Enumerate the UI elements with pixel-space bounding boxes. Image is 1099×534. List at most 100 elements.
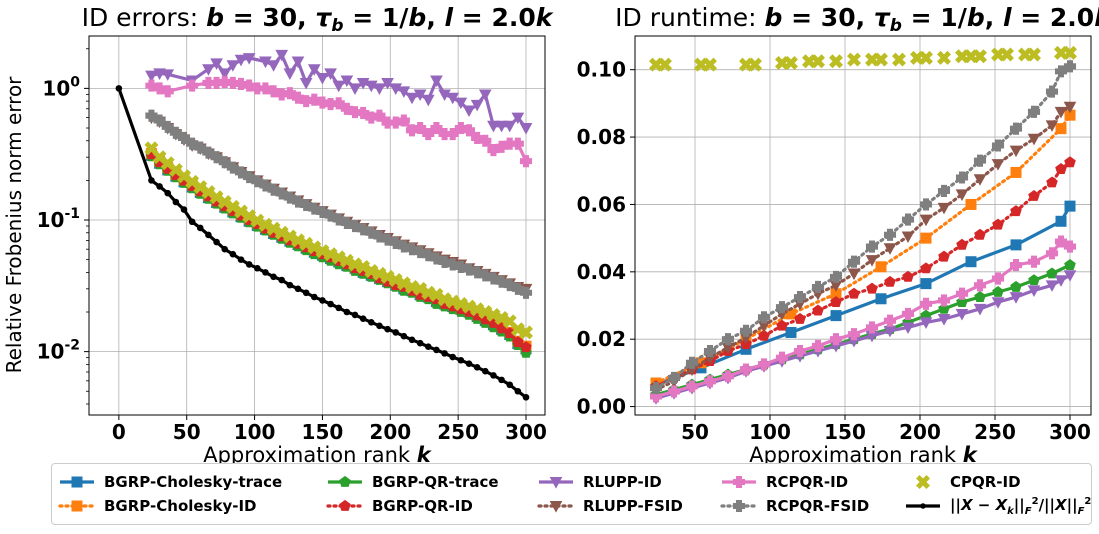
left-data-point	[514, 387, 522, 395]
right-data-point	[1009, 292, 1023, 304]
left-data-point	[234, 204, 248, 219]
right-data-point	[793, 291, 807, 304]
legend-marker	[920, 503, 926, 509]
right-data-point	[992, 286, 1004, 297]
left-data-point	[421, 94, 435, 107]
left-data-point	[479, 134, 492, 147]
left-chart-title: ID errors: b = 30, τb = 1/b, l = 2.0k	[82, 3, 554, 36]
left-data-point	[462, 105, 476, 118]
right-data-point	[965, 198, 977, 210]
left-data-point	[148, 177, 155, 184]
left-series-rlupp-id	[145, 49, 533, 135]
left-data-point	[441, 350, 448, 357]
legend-item-bgrp-qr-id: BGRP-QR-ID	[326, 495, 473, 517]
right-data-point	[829, 280, 843, 292]
right-data-point	[901, 231, 915, 244]
left-data-point	[519, 123, 533, 135]
left-data-point	[519, 286, 533, 299]
right-data-point	[1063, 270, 1077, 282]
legend-marker	[549, 501, 563, 513]
left-data-point	[462, 299, 476, 314]
left-data-point	[359, 315, 367, 322]
legend-swatch	[537, 501, 575, 513]
left-data-point	[115, 85, 123, 92]
left-data-point	[213, 238, 220, 246]
legend-swatch	[916, 475, 930, 489]
right-axes-frame	[634, 35, 1092, 416]
legend-swatch	[326, 499, 364, 511]
legend-swatch	[60, 476, 94, 488]
left-data-point	[506, 381, 514, 389]
right-data-point	[703, 352, 717, 365]
left-data-point	[473, 364, 481, 371]
right-y-tick-label: 0.04	[577, 260, 626, 284]
left-data-point	[315, 244, 330, 259]
right-x-tick-label: 100	[749, 420, 791, 444]
right-data-point	[1045, 85, 1059, 98]
left-data-point	[270, 273, 277, 281]
right-data-point	[956, 238, 968, 250]
left-data-point	[430, 75, 443, 87]
right-data-point	[785, 308, 797, 320]
legend-marker	[339, 475, 351, 487]
left-data-point	[262, 269, 269, 276]
left-data-point	[389, 83, 403, 95]
right-data-point	[1010, 205, 1022, 217]
left-data-point	[449, 353, 457, 361]
left-data-point	[397, 114, 410, 127]
right-series-rlupp-fsid	[649, 101, 1077, 397]
right-data-point	[739, 332, 753, 345]
right-data-point	[811, 288, 825, 301]
right-data-point	[649, 381, 663, 395]
left-data-point	[384, 325, 391, 333]
right-data-point	[667, 371, 681, 384]
right-data-point	[937, 50, 951, 65]
left-data-point	[234, 54, 248, 67]
right-data-point	[829, 340, 843, 353]
legend-swatch	[539, 477, 573, 489]
right-data-point	[1054, 275, 1068, 287]
right-data-point	[830, 288, 842, 300]
left-x-tick-label: 200	[369, 420, 411, 444]
left-x-tick-label: 300	[505, 420, 547, 444]
left-data-point	[351, 311, 359, 319]
right-data-point	[919, 214, 933, 227]
right-data-point	[1027, 255, 1041, 268]
left-data-point	[205, 231, 212, 239]
right-series-line	[655, 239, 1071, 399]
left-data-point	[478, 305, 493, 319]
right-data-point	[1010, 239, 1022, 251]
left-y-tick-label: 10-2	[37, 338, 80, 364]
left-data-point	[294, 285, 302, 293]
legend-marker	[339, 499, 351, 511]
right-data-point	[830, 296, 842, 307]
right-data-point	[974, 228, 986, 240]
left-series	[115, 49, 533, 401]
left-series-rcpqr-id	[145, 75, 533, 168]
right-data-point	[740, 343, 752, 355]
right-data-point	[865, 240, 879, 253]
legend-marker	[916, 475, 930, 489]
legend-swatch	[722, 475, 756, 489]
legend-item-rcpqr-id: RCPQR-ID	[720, 471, 848, 493]
right-data-point	[1009, 122, 1023, 135]
right-data-point	[784, 55, 798, 70]
right-data-point	[847, 255, 861, 268]
left-data-point	[356, 259, 371, 274]
left-data-point	[437, 292, 452, 307]
left-data-point	[291, 233, 305, 248]
legend-item-rcpqr-fsid: RCPQR-FSID	[720, 495, 869, 517]
right-data-point	[965, 256, 977, 268]
left-data-point	[331, 250, 346, 265]
left-data-point	[373, 109, 386, 122]
left-data-point	[364, 263, 379, 278]
left-data-point	[376, 322, 383, 330]
left-y-axis-label: Relative Frobenius norm error	[2, 76, 26, 374]
legend-label: RLUPP-ID	[583, 473, 662, 491]
right-data-point	[775, 308, 789, 321]
right-data-point	[1009, 145, 1023, 158]
right-data-point	[973, 279, 987, 292]
right-data-point	[991, 139, 1005, 152]
right-data-point	[955, 189, 969, 201]
